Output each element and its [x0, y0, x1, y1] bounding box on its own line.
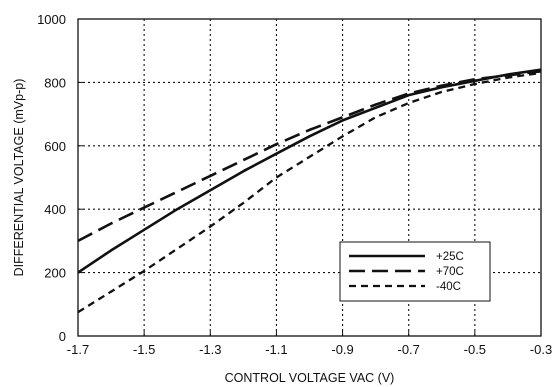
y-tick-label: 1000 [37, 12, 66, 27]
x-tick-label: -0.5 [464, 342, 486, 357]
y-axis-title: DIFFERENTIAL VOLTAGE (mVp-p) [12, 79, 26, 277]
series-line-25c [77, 68, 542, 274]
x-axis-title: CONTROL VOLTAGE VAC (V) [225, 371, 395, 385]
y-tick-label: 800 [44, 75, 66, 90]
series-line-40c [77, 71, 542, 314]
y-tick-label: 600 [44, 139, 66, 154]
legend-label: -40C [436, 281, 461, 293]
y-tick-label: 0 [59, 329, 66, 344]
legend-label: +25C [436, 251, 464, 263]
series-line-70c [77, 70, 542, 243]
x-tick-label: -1.7 [67, 342, 89, 357]
tick-labels: -1.7 -1.5 -1.3 -1.1 -0.9 -0.7 -0.5 -0.3 0 200 400 6… [37, 12, 552, 357]
x-tick-label: -1.3 [199, 342, 221, 357]
series-lines [77, 68, 542, 314]
y-tick-label: 400 [44, 202, 66, 217]
x-tick-label: -1.5 [133, 342, 155, 357]
plot-frame [77, 18, 542, 337]
x-tick-label: -0.9 [331, 342, 353, 357]
x-tick-label: -0.3 [530, 342, 552, 357]
y-tick-label: 200 [44, 266, 66, 281]
x-tick-label: -1.1 [265, 342, 287, 357]
x-tick-label: -0.7 [398, 342, 420, 357]
legend-entries: +25C +70C -40C [349, 251, 464, 293]
legend: +25C +70C -40C [339, 241, 491, 302]
legend-label: +70C [436, 266, 464, 278]
